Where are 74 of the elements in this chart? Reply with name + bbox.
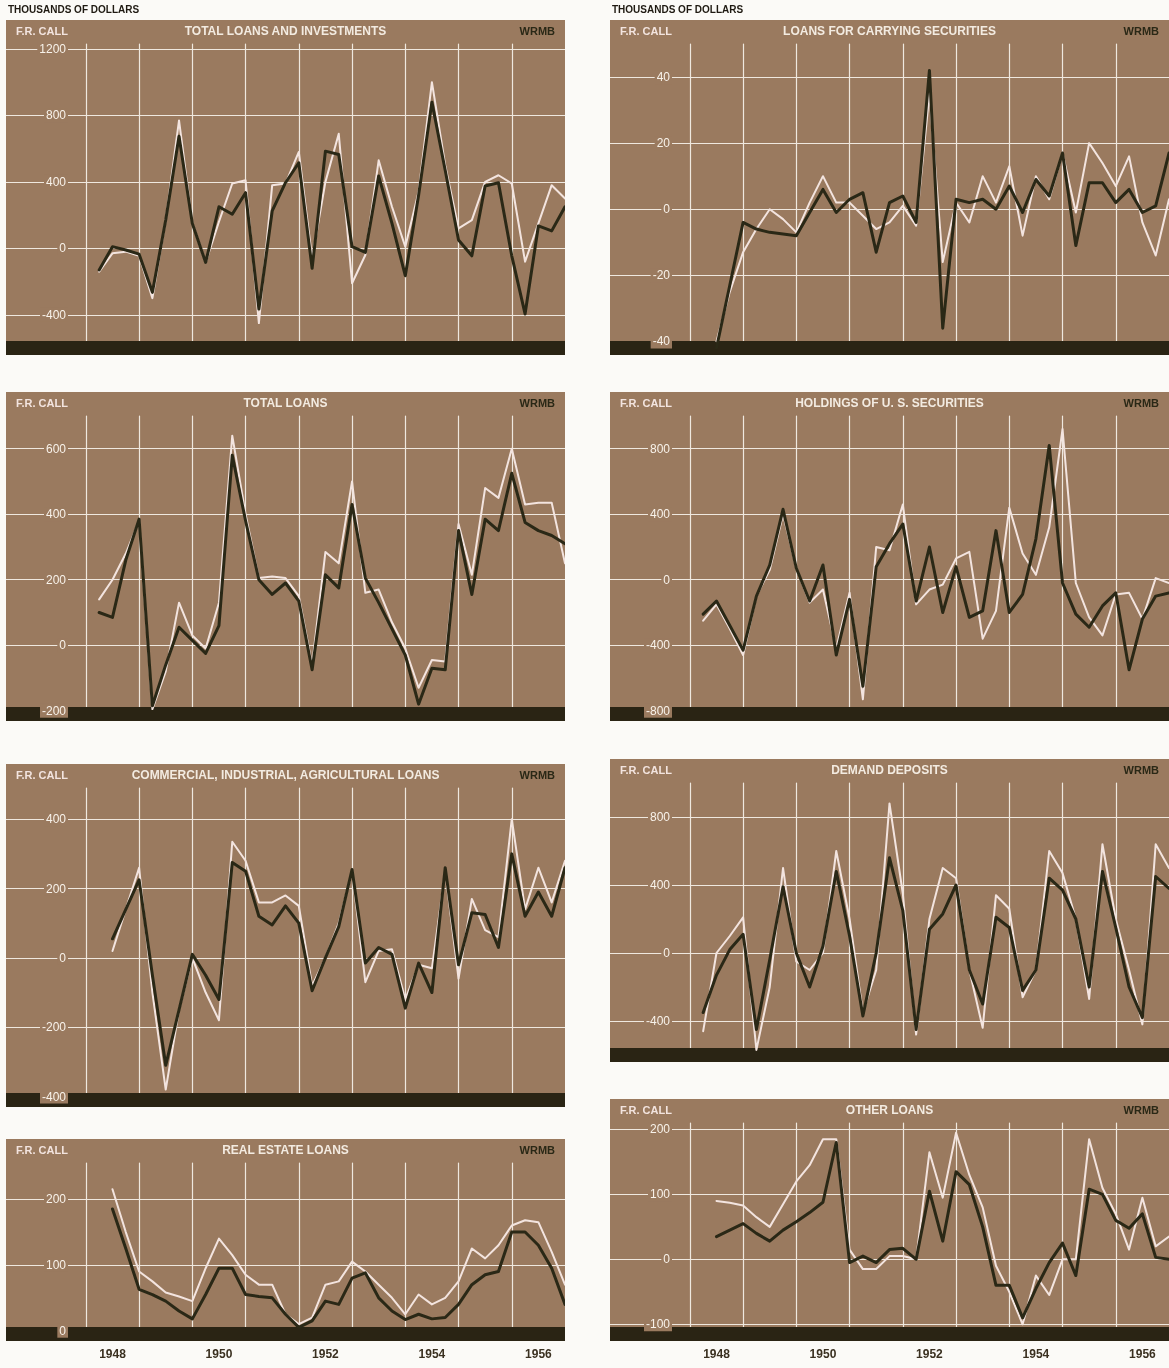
y-tick-label: 0 <box>663 572 671 587</box>
chart-title: TOTAL LOANS AND INVESTMENTS <box>184 24 387 38</box>
chart-title: COMMERCIAL, INDUSTRIAL, AGRICULTURAL LOANS <box>131 768 440 782</box>
y-tick-label: -400 <box>645 638 671 653</box>
y-tick-label: 400 <box>45 812 67 827</box>
y-tick-label: 0 <box>663 202 671 217</box>
y-tick-label: 800 <box>649 810 671 824</box>
y-tick-label: 200 <box>649 1122 671 1137</box>
y-tick-label: 200 <box>45 1192 67 1207</box>
y-tick-label: -200 <box>41 703 67 718</box>
x-tick-label: 1950 <box>205 1347 233 1361</box>
text: F.R. CALL <box>620 763 673 776</box>
text: F.R. CALL <box>16 768 69 781</box>
text: WRMB <box>1123 763 1160 776</box>
text: F.R. CALL <box>16 1143 69 1156</box>
y-tick-label: 100 <box>649 1187 671 1202</box>
text: WRMB <box>519 1143 556 1156</box>
y-tick-label: -400 <box>41 1089 67 1104</box>
text: F.R. CALL <box>16 24 69 37</box>
chart-title: DEMAND DEPOSITS <box>831 763 948 777</box>
x-tick-label: 1952 <box>312 1347 340 1361</box>
line-series <box>701 856 1169 1031</box>
y-tick-label: 400 <box>45 174 67 189</box>
y-axis-title: THOUSANDS OF DOLLARS <box>8 3 140 15</box>
y-tick-label: -100 <box>645 1317 671 1332</box>
y-tick-label: 0 <box>59 241 67 256</box>
x-tick-label: 1956 <box>525 1347 553 1361</box>
y-tick-label: 100 <box>45 1257 67 1272</box>
y-tick-label: -800 <box>645 703 671 718</box>
y-tick-label: -400 <box>645 1014 671 1028</box>
y-tick-label: 600 <box>45 441 67 456</box>
text: F.R. CALL <box>620 24 673 37</box>
y-tick-label: 200 <box>45 881 67 896</box>
line-series <box>110 852 565 1067</box>
chart-title: LOANS FOR CARRYING SECURITIES <box>783 24 996 38</box>
chart-title: HOLDINGS OF U. S. SECURITIES <box>795 396 984 410</box>
text: WRMB <box>1123 1103 1160 1116</box>
x-tick-label: 1950 <box>809 1347 837 1361</box>
text: WRMB <box>1123 396 1160 409</box>
y-tick-label: 800 <box>45 108 67 123</box>
x-tick-label: 1956 <box>1129 1347 1157 1361</box>
y-tick-label: 40 <box>656 70 671 85</box>
text: F.R. CALL <box>16 396 69 409</box>
y-tick-label: 400 <box>649 507 671 522</box>
text: WRMB <box>1123 24 1160 37</box>
text: F.R. CALL <box>620 1103 673 1116</box>
y-tick-label: -200 <box>41 1020 67 1035</box>
y-tick-label: 0 <box>59 950 67 965</box>
y-tick-label: 400 <box>649 878 671 892</box>
y-tick-label: 400 <box>45 507 67 522</box>
y-axis-title: THOUSANDS OF DOLLARS <box>612 3 744 15</box>
chart-title: REAL ESTATE LOANS <box>222 1143 349 1157</box>
text: F.R. CALL <box>620 396 673 409</box>
chart-title: OTHER LOANS <box>845 1103 934 1117</box>
y-tick-label: 1200 <box>39 41 67 56</box>
text: WRMB <box>519 768 556 781</box>
y-tick-label: -20 <box>652 268 671 283</box>
y-tick-label: -400 <box>41 307 67 322</box>
y-tick-label: 200 <box>45 572 67 587</box>
x-tick-label: 1952 <box>916 1347 944 1361</box>
x-tick-label: 1954 <box>1022 1347 1050 1361</box>
text: WRMB <box>519 24 556 37</box>
x-tick-label: 1954 <box>418 1347 446 1361</box>
x-tick-label: 1948 <box>703 1347 731 1361</box>
text: WRMB <box>519 396 556 409</box>
y-tick-label: -40 <box>652 334 671 349</box>
y-tick-label: 0 <box>59 1323 67 1338</box>
y-tick-label: 0 <box>663 1252 671 1267</box>
y-tick-label: 20 <box>656 136 671 151</box>
y-tick-label: 800 <box>649 441 671 456</box>
y-tick-label: 0 <box>663 946 671 960</box>
chart-title: TOTAL LOANS <box>243 396 328 410</box>
y-tick-label: 0 <box>59 638 67 653</box>
x-tick-label: 1948 <box>99 1347 127 1361</box>
